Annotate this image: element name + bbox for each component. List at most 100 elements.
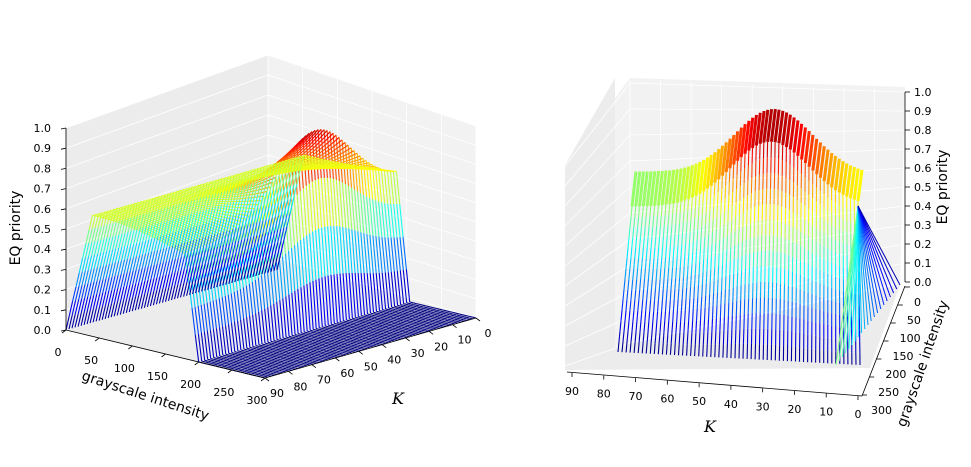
left-surface-line [398,327,402,330]
right-surface-line [715,318,717,332]
left-surface-line [268,217,273,233]
left-surface-line [363,326,368,329]
right-surface-line [683,200,686,212]
left-surface-line [203,332,209,360]
left-surface-line [306,150,311,154]
left-surface-line [279,355,284,358]
left-surface-line [174,257,179,273]
left-surface-line [217,361,222,364]
left-surface-line [385,309,390,312]
left-surface-line [264,231,270,247]
left-surface-line [349,318,353,321]
left-surface-line [94,213,100,228]
left-surface-line [275,367,280,370]
left-surface-line [229,357,234,360]
left-surface-line [361,334,366,337]
right-surface-line [671,321,674,333]
left-surface-line [265,344,269,347]
left-surface-line [419,305,424,308]
left-surface-line [263,353,268,356]
left-surface-line [379,313,384,316]
left-surface-line [409,320,414,323]
left-surface-line [351,328,355,331]
left-surface-line [262,205,268,221]
left-surface-line [348,332,353,335]
left-surface-line [333,161,337,164]
left-surface-line [237,367,242,370]
left-surface-line [311,339,316,342]
left-surface-line [258,358,262,361]
left-surface-line [386,170,392,205]
left-surface-line [304,336,309,339]
right-surface-line [722,224,725,239]
left-surface-line [108,276,113,292]
left-surface-line [275,351,280,354]
left-surface-line [311,131,316,181]
right-surface-line [723,317,725,331]
left-surface-line [219,355,224,358]
left-surface-line [272,350,277,353]
left-surface-line [227,365,232,368]
left-surface-line [313,346,317,349]
right-surface-top [687,165,694,200]
left-surface-line [339,336,344,339]
right-surface-line [663,215,666,227]
left-surface-line [243,364,248,367]
right-surface-line [649,300,652,312]
left-surface-line [355,320,360,323]
left-surface-line [366,324,370,327]
right-surface-line [642,289,645,301]
right-surface-line [625,258,628,269]
left-surface-line [303,156,308,159]
left-surface-line [299,343,304,346]
left-surface-line [250,351,255,354]
left-surface-line [330,162,334,164]
left-surface-line [273,256,278,272]
left-surface-line [305,338,309,340]
left-surface-line [150,264,155,280]
left-surface-line [340,163,344,166]
left-surface-line [401,324,405,327]
left-surface-line [181,245,186,249]
left-surface-line [235,357,240,360]
left-surface-line [298,336,303,339]
left-surface-line [92,294,98,309]
left-surface-line [307,333,312,336]
left-surface-line [384,336,388,339]
left-surface-line [406,319,411,322]
left-surface-line [159,261,164,277]
right-surface-line [714,242,717,256]
left-surface-line [134,295,140,311]
left-surface-line [314,338,319,341]
left-surface-line [362,160,367,163]
left-surface-line [304,331,308,334]
left-surface-line [276,255,281,271]
left-surface-line [213,358,218,361]
left-surface-line [429,306,434,309]
left-surface-line [295,338,300,341]
left-surface-line [346,319,350,322]
left-surface-line [107,290,113,305]
left-surface-line [329,137,334,142]
left-surface-line [375,273,381,311]
left-surface-line [118,219,123,235]
left-grid-z-10 [65,54,269,129]
left-surface-line [312,148,317,152]
left-surface-line [126,284,131,300]
left-surface-line [372,339,376,342]
left-surface-line [275,364,279,366]
left-surface-line [298,140,303,145]
left-surface-line [359,160,364,163]
left-surface-line [182,204,187,207]
left-surface-line [364,331,368,334]
left-surface-line [333,335,337,338]
right-surface-line [689,287,692,299]
left-surface-line [316,347,321,350]
left-surface-line [168,272,173,288]
left-surface-line [368,339,373,342]
left-surface-line [340,151,345,155]
left-surface-line [81,257,87,272]
left-surface-line [367,316,372,319]
left-surface-line [298,138,304,144]
left-surface-line [224,364,229,367]
